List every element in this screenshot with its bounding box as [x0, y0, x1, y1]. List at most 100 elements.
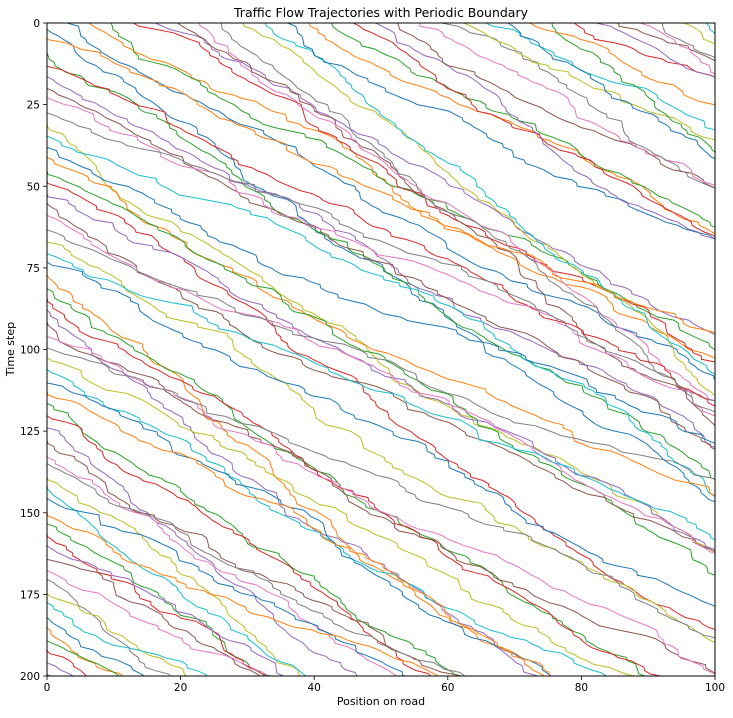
trajectory-line: [47, 156, 715, 497]
trajectory-line: [47, 123, 715, 554]
trajectory-line: [47, 415, 432, 676]
trajectory-line: [47, 650, 88, 676]
trajectory-line: [47, 533, 267, 676]
trajectory-line: [47, 545, 286, 676]
trajectory-line: [309, 23, 715, 235]
y-tick-label: 50: [27, 181, 40, 193]
y-axis: 0 25 50 75 100 125 150 175 200: [20, 18, 47, 683]
trajectory-line: [47, 309, 540, 676]
trajectory-line: [640, 23, 715, 75]
trajectory-line: [617, 23, 715, 62]
x-tick-label: 20: [174, 682, 187, 694]
trajectory-line: [463, 23, 715, 141]
trajectory-line: [47, 298, 663, 676]
y-tick-label: 150: [20, 508, 40, 520]
trajectory-line: [47, 203, 715, 553]
trajectory-line: [47, 368, 607, 676]
trajectory-line: [684, 23, 715, 45]
trajectory-line: [47, 29, 715, 503]
trajectory-line: [220, 23, 715, 402]
trajectory-line: [47, 241, 715, 643]
trajectory-line: [47, 335, 715, 675]
trajectory-line: [441, 23, 715, 189]
trajectory-line: [705, 23, 715, 35]
trajectory-line: [331, 23, 715, 228]
x-tick-label: 60: [441, 682, 454, 694]
trajectory-line: [47, 146, 715, 444]
trajectory-line: [47, 523, 274, 676]
x-axis: 0 20 40 60 80 100: [44, 676, 725, 694]
trajectory-line: [287, 23, 715, 240]
trajectory-line: [47, 463, 467, 676]
trajectory-line: [551, 23, 715, 153]
trajectory-line: [47, 485, 308, 676]
trajectory-line: [47, 65, 715, 407]
trajectory-line: [47, 321, 715, 674]
trajectory-line: [595, 23, 715, 78]
chart-title: Traffic Flow Trajectories with Periodic …: [233, 5, 529, 20]
trajectory-lines: [47, 23, 715, 676]
x-tick-label: 80: [575, 682, 588, 694]
trajectory-line: [47, 616, 145, 676]
trajectory-line: [353, 23, 715, 238]
trajectory-line: [177, 23, 715, 426]
trajectory-line: [47, 97, 715, 417]
trajectory-line: [47, 578, 172, 676]
trajectory-line: [47, 558, 261, 676]
trajectory-line: [47, 592, 188, 676]
trajectory-line: [47, 135, 715, 498]
trajectory-line: [47, 498, 407, 676]
trajectory-line: [47, 602, 209, 676]
y-tick-label: 25: [27, 100, 40, 112]
trajectory-line: [47, 229, 715, 481]
trajectory-line: [47, 52, 715, 480]
trajectory-line: [264, 23, 715, 375]
trajectory-line: [47, 261, 715, 607]
y-tick-label: 100: [20, 345, 40, 357]
y-axis-label: Time step: [4, 322, 17, 377]
trajectory-line: [155, 23, 715, 336]
trajectory-line: [47, 454, 398, 676]
trajectory-line: [47, 171, 715, 576]
trajectory-line: [419, 23, 715, 186]
trajectory-line: [47, 402, 464, 676]
trajectory-line: [242, 23, 715, 397]
trajectory-line: [47, 391, 551, 676]
trajectory-line: [375, 23, 715, 241]
trajectory-line: [485, 23, 715, 131]
trajectory-line: [507, 23, 715, 160]
trajectory-line: [47, 627, 125, 676]
trajectory-line: [47, 112, 715, 413]
trajectory-line: [661, 23, 715, 59]
trajectory-line: [47, 356, 638, 676]
y-tick-label: 75: [27, 263, 40, 275]
trajectory-line: [47, 193, 715, 551]
trajectory-line: [397, 23, 715, 189]
y-tick-label: 125: [20, 426, 40, 438]
y-tick-label: 200: [20, 671, 40, 683]
trajectory-line: [132, 23, 715, 363]
y-tick-label: 175: [20, 589, 40, 601]
trajectory-line: [47, 439, 461, 676]
trajectory-line: [47, 382, 552, 676]
trajectory-line: [47, 569, 271, 676]
x-tick-label: 40: [308, 682, 321, 694]
trajectory-line: [529, 23, 715, 106]
trajectory-line: [47, 179, 715, 631]
x-axis-label: Position on road: [337, 695, 425, 708]
trajectory-line: [47, 674, 52, 676]
x-tick-label: 100: [705, 682, 725, 694]
trajectory-line: [47, 347, 715, 639]
trajectory-line: [573, 23, 715, 78]
trajectory-line: [47, 476, 301, 676]
trajectory-line: [47, 39, 715, 334]
y-tick-label: 0: [33, 18, 40, 30]
trajectory-line: [47, 512, 440, 676]
trajectory-line: [47, 87, 715, 450]
trajectory-line: [47, 76, 715, 449]
trajectory-line: [47, 427, 359, 676]
trajectory-line: [47, 662, 75, 676]
trajectory-line: [198, 23, 715, 402]
